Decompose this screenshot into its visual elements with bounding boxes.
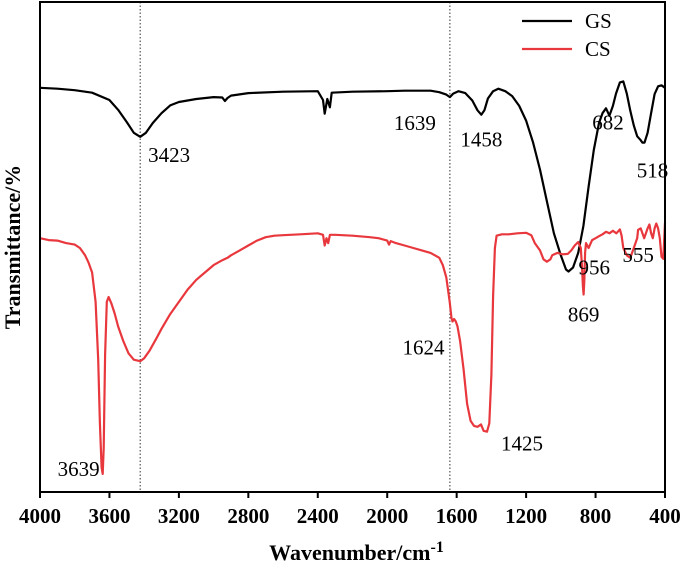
legend-label-gs: GS [585, 9, 612, 33]
x-tick-label-2400: 2400 [297, 504, 339, 528]
y-axis-title: Transmittance/% [0, 165, 25, 330]
x-tick-label-1600: 1600 [436, 504, 478, 528]
x-axis-title: Wavenumber/cm-1 [269, 539, 444, 565]
series-lines [39, 80, 667, 475]
peak-label-gs-3423: 3423 [148, 143, 190, 167]
peak-label-gs-1458: 1458 [460, 128, 502, 152]
plot-frame [39, 1, 666, 493]
x-axis-ticks: 4000 3600 3200 2800 2400 2000 1600 1200 800 400 [19, 492, 681, 528]
peak-label-cs-1425: 1425 [501, 432, 543, 456]
x-tick-label-1200: 1200 [505, 504, 547, 528]
x-tick-label-3200: 3200 [158, 504, 200, 528]
reference-lines [139, 2, 451, 492]
x-tick-label-2000: 2000 [366, 504, 408, 528]
peak-label-cs-869: 869 [568, 303, 600, 327]
peak-label-cs-3639: 3639 [58, 457, 100, 481]
x-tick-label-2800: 2800 [227, 504, 269, 528]
peak-label-cs-555: 555 [622, 243, 654, 267]
peak-label-gs-682: 682 [592, 111, 624, 135]
x-tick-label-800: 800 [580, 504, 612, 528]
legend: GS CS [522, 9, 612, 61]
peak-label-gs-518: 518 [637, 159, 669, 183]
x-tick-label-400: 400 [649, 504, 681, 528]
x-axis-title-text: Wavenumber/cm [269, 540, 430, 565]
peak-label-gs-1639: 1639 [394, 111, 436, 135]
series-line-cs [39, 222, 667, 475]
x-tick-label-4000: 4000 [19, 504, 61, 528]
x-tick-label-3600: 3600 [88, 504, 130, 528]
peak-label-cs-1624: 1624 [403, 335, 446, 359]
legend-label-cs: CS [585, 37, 611, 61]
x-axis-title-exponent: -1 [431, 539, 444, 556]
series-line-gs [39, 80, 666, 273]
peak-annotations: 3423 1639 1458 682 956 518 3639 1624 1425 869 555 [58, 111, 669, 481]
peak-label-gs-956: 956 [578, 256, 610, 280]
